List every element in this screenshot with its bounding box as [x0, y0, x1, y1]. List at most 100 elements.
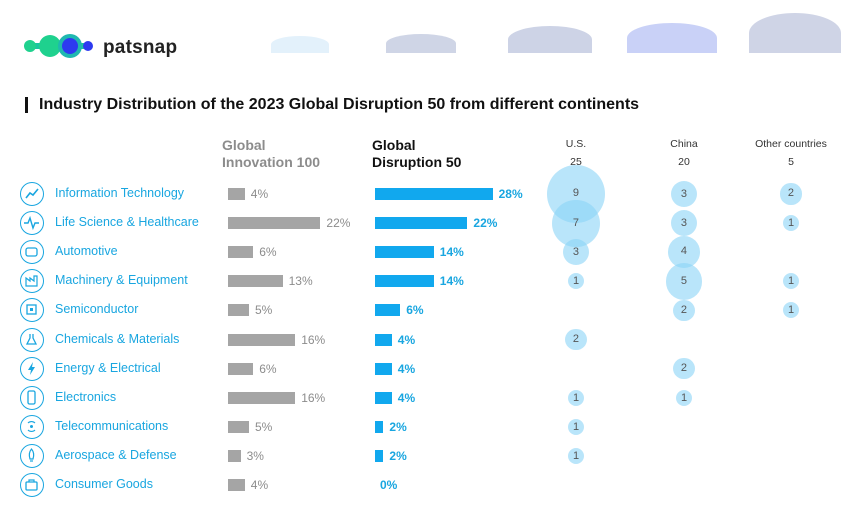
gi-bar [228, 450, 241, 462]
country-header-other: Other countries 5 [741, 135, 841, 171]
bubble-china: 5 [666, 263, 703, 300]
gd-bar [375, 275, 434, 287]
country-total: 5 [741, 153, 841, 171]
logo [22, 30, 106, 62]
gd-value-label: 14% [440, 274, 464, 288]
lightning-icon [20, 357, 44, 381]
gd-bar [375, 304, 400, 316]
bubble-u-s: 1 [568, 273, 584, 289]
country-total: 20 [634, 153, 734, 171]
gi-bar [228, 304, 249, 316]
logo-mark-icon [22, 30, 106, 62]
bubble-china: 2 [673, 300, 694, 321]
brand-name: patsnap [103, 37, 177, 59]
header-gd-line1: Global [372, 137, 461, 154]
gi-value-label: 5% [255, 303, 272, 317]
category-label: Chemicals & Materials [55, 332, 179, 346]
gd-value-label: 4% [398, 362, 415, 376]
gd-bar [375, 363, 392, 375]
bubble-other-countries: 2 [780, 183, 801, 204]
car-icon [20, 240, 44, 264]
country-name: Other countries [741, 135, 841, 153]
gd-value-label: 14% [440, 245, 464, 259]
gi-value-label: 4% [251, 478, 268, 492]
gi-value-label: 22% [326, 216, 350, 230]
gi-value-label: 4% [251, 187, 268, 201]
gi-value-label: 16% [301, 333, 325, 347]
bubble-u-s: 1 [568, 390, 584, 406]
category-label: Semiconductor [55, 302, 138, 316]
header-global-disruption: Global Disruption 50 [372, 137, 461, 171]
gi-value-label: 6% [259, 362, 276, 376]
gd-value-label: 0% [380, 478, 397, 492]
bubble-other-countries: 1 [783, 302, 799, 318]
country-name: U.S. [526, 135, 626, 153]
flask-icon [20, 328, 44, 352]
category-label: Automotive [55, 244, 118, 258]
bubble-china: 3 [671, 181, 697, 207]
bag-icon [20, 473, 44, 497]
header-gi-line1: Global [222, 137, 320, 154]
signal-icon [20, 415, 44, 439]
factory-icon [20, 269, 44, 293]
header-decoration [749, 13, 841, 53]
chip-icon [20, 298, 44, 322]
category-label: Energy & Electrical [55, 361, 161, 375]
category-label: Life Science & Healthcare [55, 215, 199, 229]
gi-bar [228, 275, 283, 287]
category-label: Machinery & Equipment [55, 273, 188, 287]
rocket-icon [20, 444, 44, 468]
gd-bar [375, 450, 383, 462]
gi-bar [228, 421, 249, 433]
category-label: Aerospace & Defense [55, 448, 177, 462]
country-name: China [634, 135, 734, 153]
header-global-innovation: Global Innovation 100 [222, 137, 320, 171]
header-decoration [627, 23, 717, 53]
gi-bar [228, 217, 320, 229]
gd-bar [375, 217, 467, 229]
category-label: Consumer Goods [55, 477, 153, 491]
country-header-china: China 20 [634, 135, 734, 171]
header-decoration [508, 26, 592, 53]
chart-title: Industry Distribution of the 2023 Global… [39, 96, 639, 114]
gd-value-label: 4% [398, 333, 415, 347]
gi-value-label: 13% [289, 274, 313, 288]
gi-value-label: 16% [301, 391, 325, 405]
header-decoration [271, 36, 329, 53]
gd-bar [375, 334, 392, 346]
gd-value-label: 2% [389, 420, 406, 434]
bubble-china: 2 [673, 358, 694, 379]
bubble-u-s: 1 [568, 448, 584, 464]
phone-icon [20, 386, 44, 410]
bubble-u-s: 1 [568, 419, 584, 435]
gd-value-label: 22% [473, 216, 497, 230]
gd-value-label: 28% [499, 187, 523, 201]
gi-value-label: 6% [259, 245, 276, 259]
header-decoration [386, 34, 456, 53]
bubble-u-s: 2 [565, 329, 586, 350]
gi-bar [228, 334, 295, 346]
gd-value-label: 2% [389, 449, 406, 463]
gi-bar [228, 479, 245, 491]
gi-bar [228, 246, 253, 258]
heartbeat-icon [20, 211, 44, 235]
title-marker [25, 97, 28, 113]
bubble-other-countries: 1 [783, 215, 799, 231]
bubble-china: 3 [671, 210, 697, 236]
category-label: Telecommunications [55, 419, 168, 433]
gi-bar [228, 392, 295, 404]
gd-bar [375, 188, 493, 200]
bubble-u-s: 3 [563, 239, 589, 265]
gi-value-label: 5% [255, 420, 272, 434]
gi-bar [228, 188, 245, 200]
gd-bar [375, 421, 383, 433]
header-gi-line2: Innovation 100 [222, 154, 320, 171]
chart-line-icon [20, 182, 44, 206]
gd-value-label: 4% [398, 391, 415, 405]
bubble-china: 1 [676, 390, 692, 406]
gi-bar [228, 363, 253, 375]
gd-bar [375, 392, 392, 404]
gd-bar [375, 246, 434, 258]
header-gd-line2: Disruption 50 [372, 154, 461, 171]
category-label: Electronics [55, 390, 116, 404]
